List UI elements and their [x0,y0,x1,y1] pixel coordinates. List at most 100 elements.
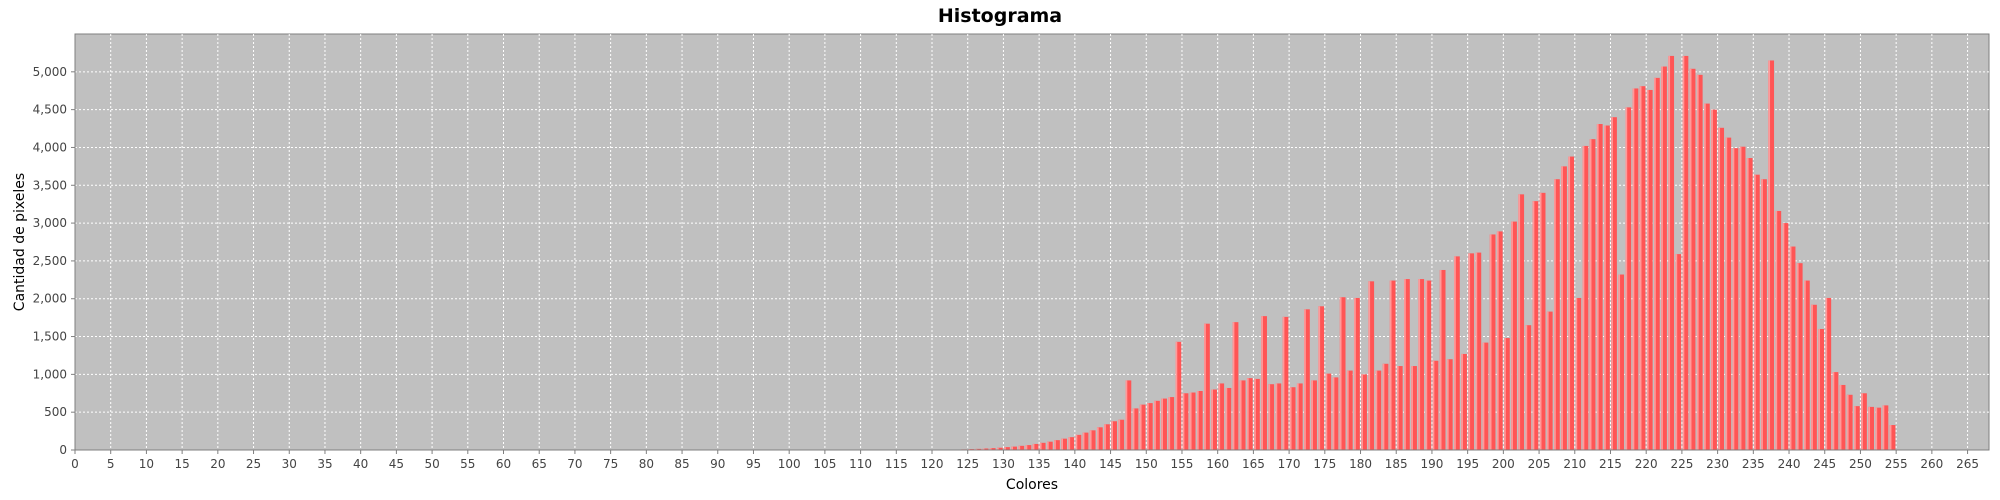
histogram-bar [1639,86,1646,451]
histogram-bar [1789,246,1796,450]
bar-body [1561,166,1567,450]
histogram-bar [1804,280,1810,450]
histogram-bar [1118,419,1125,450]
bar-body [1432,360,1439,450]
bar-highlight [1068,437,1071,450]
x-tick-label: 35 [317,457,332,471]
bar-highlight [1632,88,1635,450]
histogram-bar [1289,387,1296,450]
histogram-bar [1211,389,1217,450]
bar-highlight [1046,441,1049,450]
histogram-bar [1054,440,1060,450]
histogram-bar [1261,316,1267,450]
bar-body [1689,68,1696,450]
bar-body [1568,156,1575,450]
bar-highlight [1275,383,1278,450]
x-tick-label: 30 [282,457,297,471]
bar-highlight [1704,103,1706,451]
x-tick-label: 180 [1349,457,1372,471]
bar-body [1154,400,1160,450]
bar-highlight [1011,446,1014,450]
bar-highlight [1404,279,1406,450]
histogram-bar [1161,398,1167,450]
x-tick-label: 70 [567,457,582,471]
bar-highlight [1711,109,1713,451]
histogram-bar [997,447,1003,450]
bar-body [1039,442,1046,450]
bar-body [1275,383,1282,450]
x-tick-label: 0 [71,457,79,471]
histogram-bar [1396,366,1403,450]
bar-highlight [975,448,978,450]
chart-title: Histograma [938,5,1062,27]
histogram-bar [1875,407,1882,450]
bar-highlight [1346,370,1349,450]
bar-body [1739,146,1746,450]
x-tick-label: 65 [532,457,547,471]
histogram-bar [1189,392,1196,450]
bar-body [1361,374,1367,450]
bar-body [1454,256,1460,450]
x-tick-label: 170 [1278,457,1301,471]
bar-body [1554,179,1560,451]
bar-highlight [1132,408,1135,450]
histogram-bar [1761,179,1767,451]
bar-body [1818,328,1825,450]
bar-body [1261,316,1267,450]
bar-highlight [1832,372,1835,450]
bar-highlight [1475,252,1478,450]
histogram-bar [1075,434,1082,450]
bar-body [1311,380,1317,450]
histogram-bar [1561,166,1567,450]
bar-highlight [1082,432,1085,450]
bar-body [1496,231,1503,450]
histogram-bar [1725,137,1732,450]
x-tick-label: 205 [1528,457,1551,471]
bar-highlight [1225,387,1228,450]
x-tick-label: 5 [107,457,115,471]
histogram-bar [1475,252,1482,450]
bar-highlight [1032,443,1035,450]
histogram-bar [1125,380,1132,450]
bar-body [1825,297,1832,450]
bar-highlight [1846,394,1849,450]
bar-body [1382,363,1389,450]
bar-highlight [1639,86,1642,451]
bar-highlight [1146,403,1149,450]
bar-body [1246,378,1253,450]
histogram-bar [1168,397,1175,450]
histogram-bar [1732,148,1739,450]
bar-body [1504,338,1510,450]
bar-body [1789,246,1796,450]
histogram-bar [1554,179,1560,451]
bar-body [1068,437,1075,450]
bar-body [1711,109,1717,451]
x-tick-label: 25 [246,457,261,471]
bar-highlight [1268,384,1271,450]
bar-highlight [1511,221,1513,450]
bar-body [1168,397,1175,450]
bar-body [1796,263,1803,450]
bar-highlight [1289,387,1292,450]
bar-highlight [1732,148,1735,450]
histogram-bar [1882,405,1889,450]
bar-highlight [1325,373,1328,450]
bar-body [1611,117,1617,450]
bar-body [1032,443,1039,450]
bar-highlight [1354,297,1356,450]
x-tick-label: 85 [674,457,689,471]
histogram-bar [1225,387,1232,450]
bar-highlight [1611,117,1613,450]
bar-body [1854,406,1860,450]
x-tick-label: 240 [1778,457,1801,471]
histogram-bar [1346,370,1353,450]
x-tick-label: 210 [1563,457,1586,471]
bar-highlight [1304,309,1306,450]
histogram-bar [1061,438,1067,450]
histogram-bar [1682,55,1689,451]
bars-group [939,55,1896,451]
histogram-bar [1011,446,1018,450]
bar-body [1232,322,1239,450]
histogram-bar [1339,297,1346,450]
histogram-bar [1425,280,1432,450]
